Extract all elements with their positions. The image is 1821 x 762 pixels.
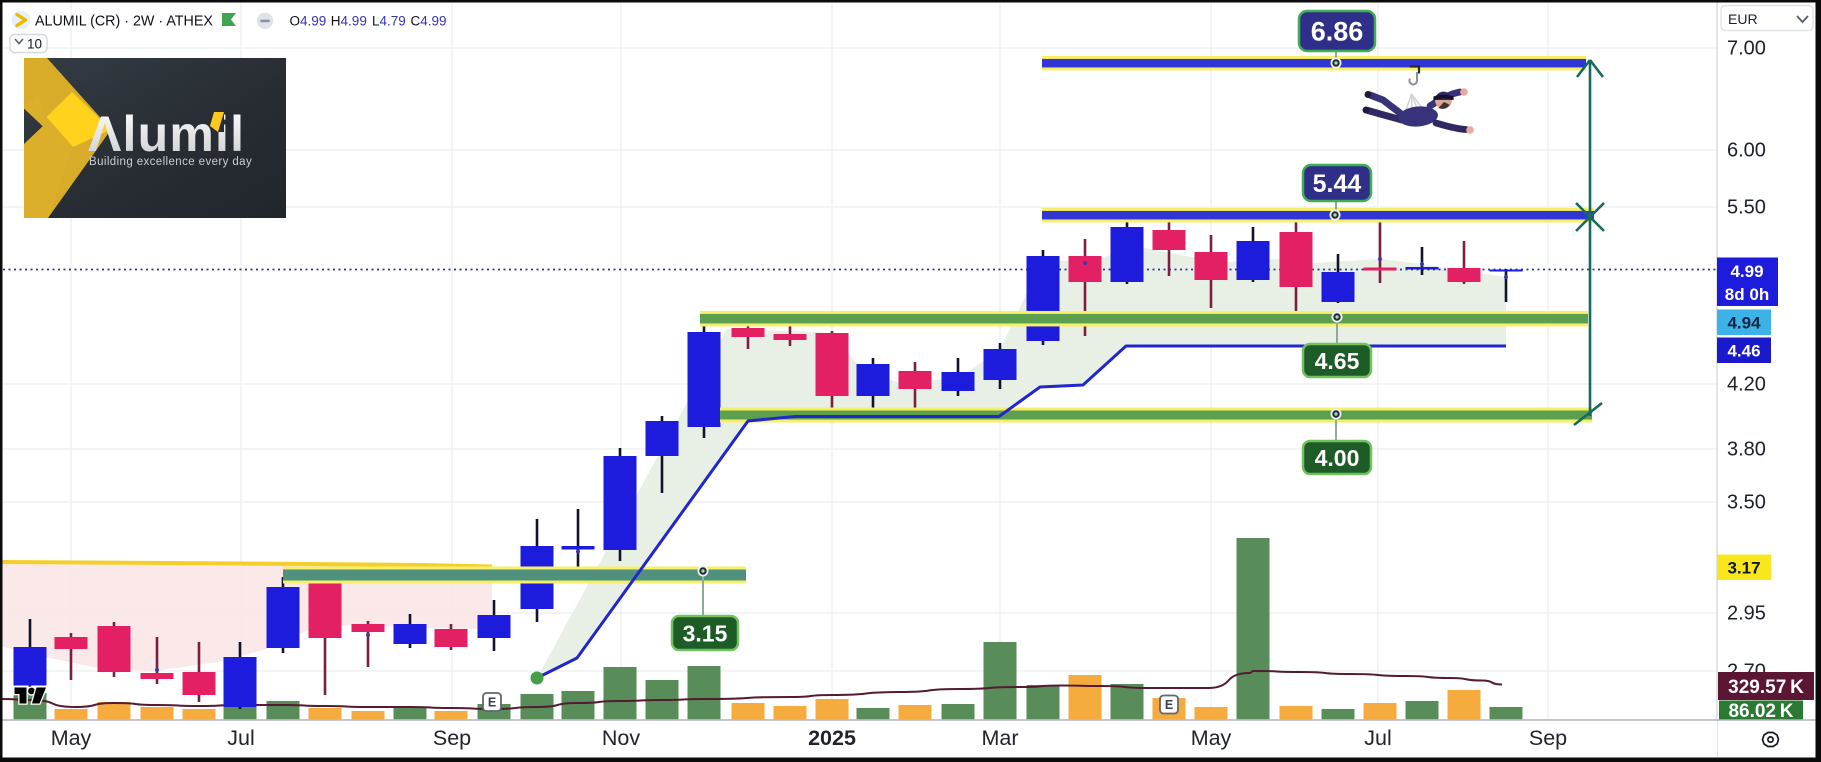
svg-text:8d 0h: 8d 0h [1725, 285, 1769, 304]
svg-text:7.00: 7.00 [1727, 38, 1766, 60]
svg-text:Jul: Jul [227, 726, 254, 750]
svg-text:Mar: Mar [981, 726, 1018, 750]
svg-text:C4.99: C4.99 [411, 14, 447, 29]
svg-text:4.46: 4.46 [1727, 342, 1760, 361]
svg-text:ALUMIL (CR) · 2W · ATHEX: ALUMIL (CR) · 2W · ATHEX [35, 14, 213, 30]
svg-text:EUR: EUR [1728, 11, 1758, 27]
svg-text:6.86: 6.86 [1311, 17, 1364, 47]
svg-text:10: 10 [27, 37, 42, 52]
svg-text:O4.99: O4.99 [290, 14, 327, 29]
svg-text:Jul: Jul [1364, 726, 1391, 750]
svg-text:Nov: Nov [602, 726, 640, 750]
svg-text:May: May [1191, 726, 1232, 750]
svg-text:H4.99: H4.99 [331, 14, 367, 29]
svg-text:E: E [1165, 698, 1173, 712]
svg-text:86.02 K: 86.02 K [1728, 701, 1793, 722]
svg-text:6.00: 6.00 [1727, 140, 1766, 162]
svg-text:3.50: 3.50 [1727, 492, 1766, 514]
svg-text:2.95: 2.95 [1727, 603, 1766, 625]
svg-text:5.50: 5.50 [1727, 197, 1766, 219]
svg-text:4.94: 4.94 [1727, 314, 1761, 333]
svg-text:4.99: 4.99 [1730, 262, 1763, 281]
svg-text:3.80: 3.80 [1727, 439, 1766, 461]
svg-text:Sep: Sep [1529, 726, 1567, 750]
svg-text:Sep: Sep [433, 726, 471, 750]
svg-text:E: E [488, 696, 496, 710]
svg-text:3.15: 3.15 [683, 620, 728, 646]
svg-text:4.20: 4.20 [1727, 374, 1766, 396]
svg-text:L4.79: L4.79 [372, 14, 406, 29]
svg-text:4.00: 4.00 [1315, 445, 1360, 471]
svg-text:5.44: 5.44 [1313, 170, 1362, 198]
svg-text:2025: 2025 [808, 726, 856, 750]
svg-text:329.57 K: 329.57 K [1728, 677, 1804, 698]
svg-text:May: May [51, 726, 92, 750]
svg-text:3.17: 3.17 [1727, 559, 1760, 578]
svg-text:Building excellence every day: Building excellence every day [89, 156, 252, 168]
svg-text:4.65: 4.65 [1315, 348, 1360, 374]
